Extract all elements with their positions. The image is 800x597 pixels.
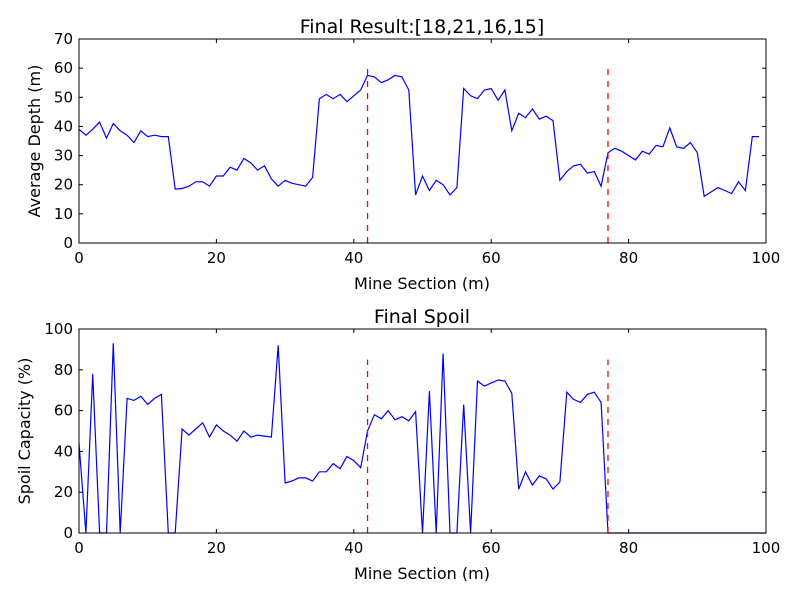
depth-chart-x-axis-label: Mine Section (m) xyxy=(354,274,490,293)
spoil-x-tick-label: 80 xyxy=(619,539,638,557)
spoil-y-tick-label: 60 xyxy=(54,402,73,420)
spoil-x-tick-label: 60 xyxy=(482,539,501,557)
spoil-x-tick-label: 20 xyxy=(207,539,226,557)
spoil-x-tick-label: 0 xyxy=(74,539,84,557)
depth-chart-y-axis-label: Average Depth (m) xyxy=(25,65,44,218)
depth-x-tick-label: 100 xyxy=(752,249,781,267)
depth-y-tick-label: 50 xyxy=(54,88,73,106)
spoil-y-tick-label: 0 xyxy=(63,524,73,542)
depth-chart-title: Final Result:[18,21,16,15] xyxy=(300,16,545,38)
depth-x-tick-label: 80 xyxy=(619,249,638,267)
depth-x-tick-label: 20 xyxy=(207,249,226,267)
depth-series-line xyxy=(78,74,760,198)
spoil-chart-title: Final Spoil xyxy=(374,306,470,328)
depth-x-tick-label: 0 xyxy=(74,249,84,267)
depth-y-tick-label: 30 xyxy=(54,147,73,165)
depth-x-tick-label: 40 xyxy=(344,249,363,267)
spoil-y-tick-label: 100 xyxy=(44,320,73,338)
spoil-series-line xyxy=(78,343,766,534)
depth-y-tick-label: 20 xyxy=(54,176,73,194)
depth-plot-frame xyxy=(78,38,767,244)
depth-x-tick-label: 60 xyxy=(482,249,501,267)
depth-y-tick-label: 60 xyxy=(54,59,73,77)
depth-y-tick-label: 40 xyxy=(54,117,73,135)
spoil-chart-y-axis-label: Spoil Capacity (%) xyxy=(15,358,34,505)
depth-chart-panel: Final Result:[18,21,16,15] Mine Section … xyxy=(25,16,780,293)
spoil-x-tick-label: 100 xyxy=(752,539,781,557)
spoil-y-tick-label: 40 xyxy=(54,442,73,460)
spoil-y-tick-label: 80 xyxy=(54,361,73,379)
spoil-chart-panel: Final Spoil Mine Section (m) Spoil Capac… xyxy=(15,306,780,583)
spoil-plot-frame xyxy=(78,328,767,534)
spoil-x-tick-label: 40 xyxy=(344,539,363,557)
spoil-y-tick-label: 20 xyxy=(54,483,73,501)
depth-y-tick-label: 0 xyxy=(63,234,73,252)
depth-y-tick-label: 10 xyxy=(54,205,73,223)
depth-y-tick-label: 70 xyxy=(54,30,73,48)
spoil-chart-x-axis-label: Mine Section (m) xyxy=(354,564,490,583)
